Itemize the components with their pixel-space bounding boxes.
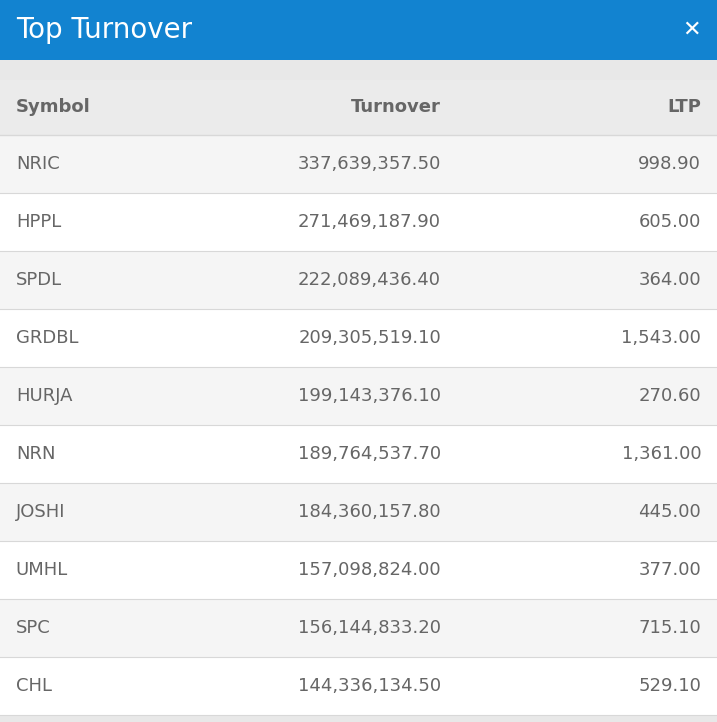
Text: 209,305,519.10: 209,305,519.10 (298, 329, 441, 347)
Bar (0, 60, 717, 80)
Text: ✕: ✕ (683, 20, 701, 40)
Text: UMHL: UMHL (16, 561, 68, 579)
Text: SPC: SPC (16, 619, 50, 637)
Text: NRN: NRN (16, 445, 55, 463)
Bar (0, 483, 717, 541)
Bar (0, 80, 717, 135)
Text: Top Turnover: Top Turnover (16, 16, 192, 44)
Bar (0, 367, 717, 425)
Bar (0, 541, 717, 599)
Text: Symbol: Symbol (16, 98, 90, 116)
Bar (0, 657, 717, 715)
Text: SPDL: SPDL (16, 271, 62, 289)
Text: 271,469,187.90: 271,469,187.90 (298, 213, 441, 231)
Text: 156,144,833.20: 156,144,833.20 (298, 619, 441, 637)
Text: 364.00: 364.00 (639, 271, 701, 289)
Bar (0, 251, 717, 309)
Bar (0, 425, 717, 483)
Text: 605.00: 605.00 (639, 213, 701, 231)
Bar (0, 0, 717, 60)
Bar (0, 715, 717, 722)
Text: 337,639,357.50: 337,639,357.50 (298, 155, 441, 173)
Text: 998.90: 998.90 (638, 155, 701, 173)
Text: LTP: LTP (668, 98, 701, 116)
Text: 377.00: 377.00 (638, 561, 701, 579)
Text: 144,336,134.50: 144,336,134.50 (298, 677, 441, 695)
Text: 1,361.00: 1,361.00 (622, 445, 701, 463)
Text: CHL: CHL (16, 677, 52, 695)
Text: 184,360,157.80: 184,360,157.80 (298, 503, 441, 521)
Text: JOSHI: JOSHI (16, 503, 65, 521)
Text: 270.60: 270.60 (639, 387, 701, 405)
Text: 189,764,537.70: 189,764,537.70 (298, 445, 441, 463)
Text: 199,143,376.10: 199,143,376.10 (298, 387, 441, 405)
Bar (0, 599, 717, 657)
Bar (0, 135, 717, 193)
Bar (0, 309, 717, 367)
Bar (0, 193, 717, 251)
Text: 157,098,824.00: 157,098,824.00 (298, 561, 441, 579)
Text: 445.00: 445.00 (638, 503, 701, 521)
Text: 1,543.00: 1,543.00 (622, 329, 701, 347)
Text: HPPL: HPPL (16, 213, 61, 231)
Text: Turnover: Turnover (351, 98, 441, 116)
Text: 529.10: 529.10 (638, 677, 701, 695)
Text: 222,089,436.40: 222,089,436.40 (298, 271, 441, 289)
Text: NRIC: NRIC (16, 155, 60, 173)
Text: 715.10: 715.10 (638, 619, 701, 637)
Text: HURJA: HURJA (16, 387, 72, 405)
Text: GRDBL: GRDBL (16, 329, 78, 347)
